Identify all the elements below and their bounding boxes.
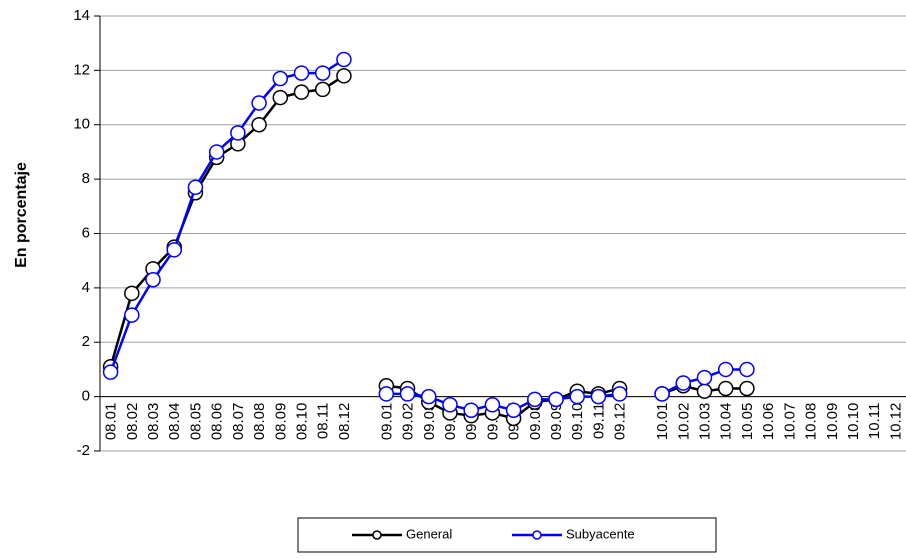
y-tick-label: 12	[73, 61, 90, 78]
x-tick-label: 08.11	[315, 403, 332, 439]
data-point	[251, 95, 267, 111]
x-tick-label: 09.03	[421, 403, 438, 441]
data-point	[314, 81, 331, 98]
data-point	[654, 386, 670, 402]
series-line	[109, 74, 747, 420]
data-point	[314, 65, 331, 81]
y-tick-label: -2	[77, 442, 90, 459]
x-tick-label: 09.08	[527, 403, 544, 441]
x-tick-label: 08.07	[230, 403, 247, 441]
x-tick-label: 08.03	[145, 403, 162, 441]
x-tick-label: 10.06	[760, 403, 777, 441]
x-tick-label: 08.10	[294, 403, 311, 441]
data-point	[717, 380, 734, 397]
x-tick-label: 09.12	[612, 403, 629, 441]
x-tick-label: 08.09	[272, 403, 289, 441]
data-point	[675, 375, 692, 391]
data-point	[208, 144, 225, 160]
data-point	[505, 402, 522, 418]
y-tick-label: 8	[82, 170, 90, 187]
data-point	[548, 391, 564, 408]
data-point	[442, 397, 458, 413]
x-tick-label: 10.09	[824, 403, 841, 441]
data-point	[611, 386, 628, 402]
data-point	[230, 125, 246, 141]
data-point	[272, 89, 289, 106]
data-point	[569, 388, 585, 405]
x-tick-label: 08.08	[251, 403, 268, 441]
data-point	[696, 369, 713, 386]
data-point	[166, 242, 182, 258]
legend-label: Subyacente	[566, 526, 635, 541]
data-point	[293, 65, 310, 81]
legend-marker	[532, 530, 542, 540]
x-tick-label: 10.11	[866, 403, 883, 439]
x-tick-label: 10.10	[845, 403, 862, 441]
series-line	[109, 58, 747, 412]
data-point	[421, 388, 437, 405]
x-tick-label: 08.01	[103, 403, 120, 441]
x-tick-label: 10.08	[803, 403, 820, 441]
data-point	[293, 84, 310, 100]
data-point	[187, 179, 204, 196]
data-point	[124, 307, 140, 323]
x-tick-label: 10.03	[697, 403, 714, 441]
x-tick-label: 09.10	[569, 403, 586, 441]
data-point	[272, 70, 289, 87]
x-tick-label: 09.09	[548, 403, 565, 441]
data-point	[399, 386, 416, 402]
data-point	[696, 383, 713, 399]
x-tick-label: 10.02	[675, 403, 692, 441]
data-point	[717, 361, 734, 378]
data-point	[124, 285, 140, 302]
data-point	[336, 68, 352, 84]
y-tick-label: 4	[82, 279, 90, 296]
data-point	[590, 388, 607, 405]
x-tick-label: 09.11	[590, 403, 607, 439]
x-tick-label: 09.01	[378, 403, 395, 441]
x-tick-label: 08.12	[336, 403, 353, 441]
data-point	[251, 117, 267, 133]
y-axis-label: En porcentaje	[13, 162, 30, 268]
data-point	[739, 361, 755, 378]
data-point	[336, 51, 352, 68]
y-tick-label: 6	[82, 224, 90, 241]
x-tick-label: 08.05	[187, 403, 204, 441]
data-point	[527, 391, 543, 408]
y-tick-label: 0	[82, 388, 90, 405]
data-point	[145, 271, 161, 288]
x-tick-label: 08.06	[209, 403, 226, 441]
x-tick-label: 09.02	[400, 403, 417, 441]
y-tick-label: 10	[73, 116, 90, 133]
y-tick-label: 2	[82, 333, 90, 350]
x-tick-label: 10.01	[654, 403, 671, 441]
x-tick-label: 08.02	[124, 403, 141, 441]
data-point	[463, 402, 479, 418]
legend-label: General	[406, 526, 452, 541]
x-tick-label: 08.04	[166, 403, 183, 441]
x-tick-label: 10.07	[781, 403, 798, 441]
legend-marker	[372, 530, 382, 540]
data-point	[378, 386, 395, 402]
x-tick-label: 10.04	[718, 403, 735, 441]
data-point	[739, 380, 755, 397]
data-point	[102, 364, 119, 380]
x-tick-label: 10.05	[739, 403, 756, 441]
data-point	[484, 397, 501, 413]
x-tick-label: 10.12	[887, 403, 904, 441]
y-tick-label: 14	[73, 7, 90, 24]
